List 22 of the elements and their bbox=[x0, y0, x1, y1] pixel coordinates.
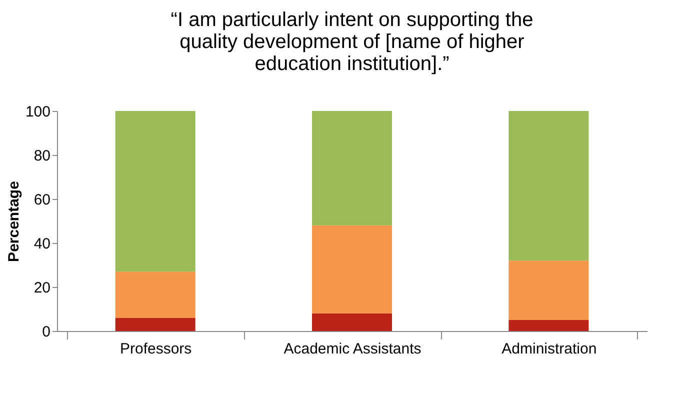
bar bbox=[312, 111, 392, 226]
y-tick-label: 60 bbox=[34, 192, 50, 208]
bar bbox=[508, 320, 589, 331]
x-tick-label: Academic Assistants bbox=[284, 340, 422, 358]
text: quality development of [name of higher bbox=[180, 31, 524, 53]
bar bbox=[312, 225, 392, 314]
bar bbox=[312, 313, 392, 331]
y-tick-label: 80 bbox=[34, 148, 50, 164]
y-tick-label: 20 bbox=[34, 280, 50, 296]
y-tick-label: 100 bbox=[25, 104, 50, 120]
text: education institution].” bbox=[254, 53, 450, 75]
bar bbox=[508, 260, 589, 320]
bar bbox=[115, 272, 196, 318]
x-tick-label: Administration bbox=[502, 340, 597, 358]
bar bbox=[115, 318, 196, 331]
bar bbox=[115, 111, 196, 272]
y-tick-label: 40 bbox=[34, 236, 50, 252]
x-tick-label: Professors bbox=[120, 340, 192, 358]
y-axis-title: Percentage bbox=[5, 181, 22, 262]
y-tick-label: 0 bbox=[42, 324, 50, 340]
text: “I am particularly intent on supporting the bbox=[170, 9, 534, 31]
bar bbox=[508, 111, 589, 261]
